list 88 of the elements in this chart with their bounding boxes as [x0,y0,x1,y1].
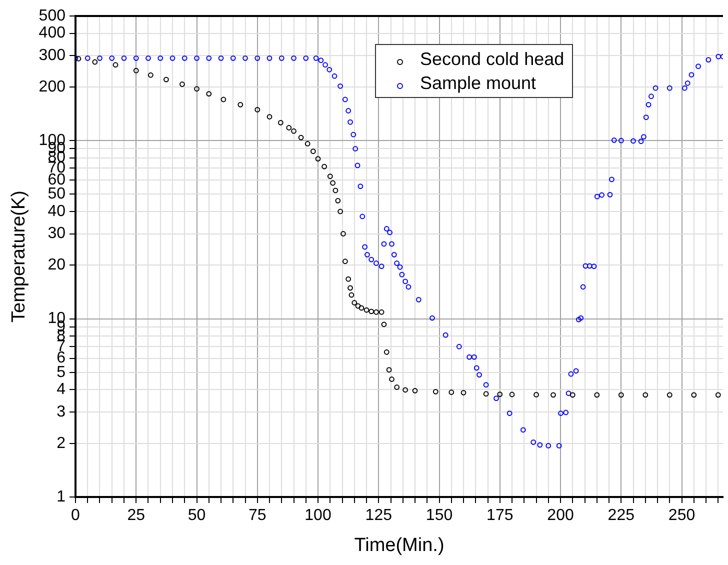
point [691,392,697,398]
point [348,285,353,291]
point [497,392,503,397]
point [238,102,244,108]
point [338,208,344,214]
point [266,114,272,120]
y-tick-label: 400 [38,24,66,42]
point [220,96,226,102]
point [180,82,185,87]
x-tick-label: 100 [304,507,332,524]
x-tick-label: 125 [365,507,392,524]
point [374,309,379,315]
x-tick-label: 175 [486,507,514,524]
point [315,156,321,162]
y-tick-label: 2 [56,434,66,452]
point [594,392,600,398]
point [278,120,284,126]
point [715,392,721,398]
x-tick-label: 225 [608,507,635,524]
y-tick-label: 5 [56,364,66,381]
point [570,392,576,398]
x-tick-label: 50 [188,507,206,524]
y-tick-label: 200 [38,78,66,96]
point [92,59,98,65]
y-tick-label: 50 [48,186,66,203]
point [550,392,556,398]
point [163,76,169,82]
y-tick-label: 30 [48,225,66,242]
x-tick-label: 0 [71,507,80,524]
point [346,276,352,282]
point [384,349,390,355]
point [310,148,316,154]
point [332,188,338,194]
point [304,141,310,146]
point [335,198,341,204]
point [368,308,374,314]
point [76,56,82,62]
point [112,62,118,68]
point [381,322,387,328]
point [342,258,348,264]
y-axis-title: Temperature(K) [8,190,30,322]
point [534,392,539,398]
point [298,134,304,140]
point [394,384,400,390]
point [642,392,648,398]
legend-label: Second cold head [420,48,564,71]
x-tick-label: 200 [547,507,574,524]
point [509,392,515,398]
point [254,107,260,112]
point [378,309,384,315]
point [148,72,154,78]
point [286,125,292,130]
point [327,174,333,180]
point [389,376,394,382]
point [618,392,624,398]
y-tick-label: 3 [56,403,66,420]
point [460,390,466,396]
point [206,91,212,96]
x-tick-label: 250 [668,507,696,524]
point [194,86,200,92]
y-tick-label: 4 [56,381,66,398]
x-tick-label: 150 [426,507,453,524]
point [666,392,672,398]
point [483,391,489,397]
point [133,68,139,74]
point [432,388,438,394]
point [412,388,418,394]
legend-label: Sample mount [420,72,536,95]
y-tick-label: 300 [38,46,66,64]
point [291,128,296,134]
y-tick-label: 40 [48,202,66,220]
y-tick-label: 1 [56,488,66,506]
point [448,390,454,395]
x-tick-label: 75 [248,507,266,524]
point [402,387,408,393]
point [364,307,370,313]
point [322,164,328,170]
point [352,300,358,306]
point [340,231,346,236]
point [386,367,392,373]
x-tick-label: 25 [127,507,146,524]
point [355,303,361,309]
y-tick-label: 20 [48,256,66,274]
y-tick-label: 500 [38,7,66,24]
point [330,180,336,186]
x-axis-title: Time(Min.) [354,534,444,556]
point [348,292,354,298]
point [358,305,364,311]
